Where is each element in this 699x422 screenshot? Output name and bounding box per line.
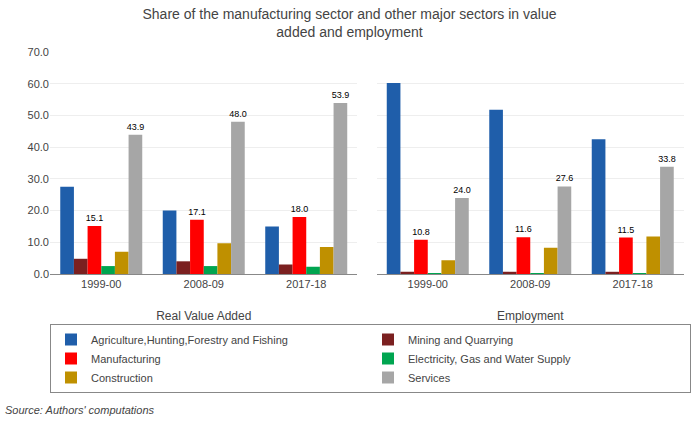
svg-text:43.9: 43.9 — [127, 122, 145, 132]
svg-text:Agriculture,Hunting,Forestry a: Agriculture,Hunting,Forestry and Fishing — [91, 334, 288, 346]
svg-text:10.0: 10.0 — [28, 236, 49, 248]
svg-text:2017-18: 2017-18 — [613, 278, 653, 290]
svg-text:17.1: 17.1 — [188, 207, 206, 217]
svg-text:11.5: 11.5 — [617, 225, 634, 235]
svg-text:2008-09: 2008-09 — [510, 278, 550, 290]
svg-text:20.0: 20.0 — [28, 204, 49, 216]
svg-text:53.9: 53.9 — [332, 90, 350, 100]
svg-text:24.0: 24.0 — [453, 185, 471, 195]
svg-text:Electricity, Gas and Water Sup: Electricity, Gas and Water Supply — [408, 353, 571, 365]
svg-text:33.8: 33.8 — [658, 154, 676, 164]
svg-text:0.0: 0.0 — [34, 268, 49, 280]
svg-text:50.0: 50.0 — [28, 109, 49, 121]
svg-text:40.0: 40.0 — [28, 141, 49, 153]
svg-text:Real Value Added: Real Value Added — [156, 309, 251, 323]
svg-text:Employment: Employment — [497, 309, 564, 323]
svg-text:27.6: 27.6 — [556, 173, 574, 183]
svg-text:60.0: 60.0 — [28, 78, 49, 90]
svg-text:1999-00: 1999-00 — [408, 278, 448, 290]
svg-text:Services: Services — [408, 372, 451, 384]
svg-text:2017-18: 2017-18 — [286, 278, 326, 290]
svg-text:10.8: 10.8 — [412, 227, 430, 237]
svg-text:15.1: 15.1 — [86, 213, 104, 223]
svg-text:11.6: 11.6 — [515, 224, 532, 234]
svg-text:Mining and Quarrying: Mining and Quarrying — [408, 334, 513, 346]
svg-text:1999-00: 1999-00 — [81, 278, 121, 290]
svg-text:Source: Authors' computations: Source: Authors' computations — [5, 404, 155, 416]
svg-text:30.0: 30.0 — [28, 173, 49, 185]
svg-text:18.0: 18.0 — [291, 204, 309, 214]
svg-text:48.0: 48.0 — [229, 109, 247, 119]
svg-text:70.0: 70.0 — [28, 46, 49, 58]
svg-text:Construction: Construction — [91, 372, 153, 384]
svg-text:Share of the manufacturing sec: Share of the manufacturing sector and ot… — [143, 6, 557, 40]
svg-text:2008-09: 2008-09 — [184, 278, 224, 290]
svg-text:Manufacturing: Manufacturing — [91, 353, 161, 365]
